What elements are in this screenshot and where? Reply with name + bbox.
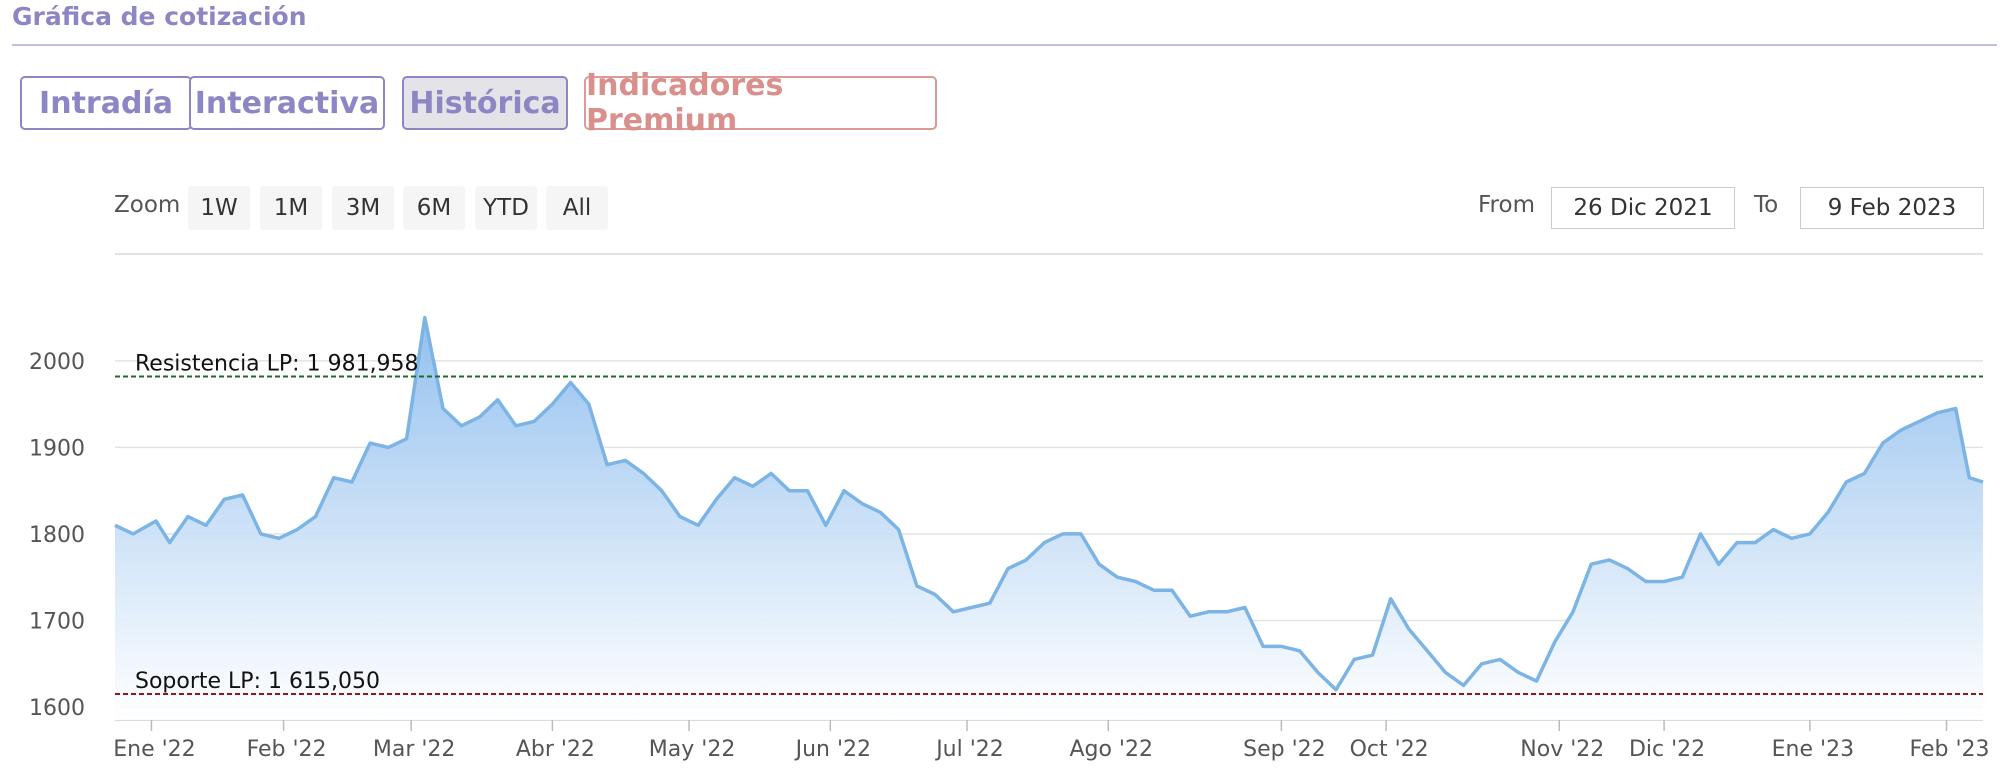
zoom-1w-button[interactable]: 1W bbox=[188, 186, 250, 230]
page-title: Gráfica de cotización bbox=[12, 2, 307, 31]
title-divider bbox=[12, 44, 1997, 46]
x-tick-label: Nov '22 bbox=[1520, 737, 1604, 762]
x-tick-label: Jun '22 bbox=[794, 737, 871, 762]
x-tick-label: Jul '22 bbox=[934, 737, 1004, 762]
x-tick-label: Feb '22 bbox=[247, 737, 327, 762]
zoom-6m-button[interactable]: 6M bbox=[403, 186, 465, 230]
x-tick-label: Ene '22 bbox=[113, 737, 195, 762]
zoom-1m-button[interactable]: 1M bbox=[260, 186, 322, 230]
x-tick-label: Abr '22 bbox=[516, 737, 595, 762]
tab-historica[interactable]: Histórica bbox=[402, 76, 568, 130]
price-area bbox=[115, 317, 1983, 720]
zoom-all-button[interactable]: All bbox=[546, 186, 608, 230]
x-tick-label: Ene '23 bbox=[1772, 737, 1854, 762]
to-label: To bbox=[1754, 192, 1779, 218]
x-tick-label: Oct '22 bbox=[1350, 737, 1429, 762]
tab-interactiva[interactable]: Interactiva bbox=[189, 76, 385, 130]
y-tick-label: 1900 bbox=[29, 436, 85, 461]
y-tick-label: 1600 bbox=[29, 696, 85, 721]
y-tick-label: 1700 bbox=[29, 609, 85, 634]
y-tick-label: 2000 bbox=[29, 350, 85, 375]
zoom-ytd-button[interactable]: YTD bbox=[475, 186, 537, 230]
x-tick-label: Sep '22 bbox=[1243, 737, 1326, 762]
from-date-input[interactable]: 26 Dic 2021 bbox=[1551, 187, 1735, 229]
resistance-label: Resistencia LP: 1 981,958 bbox=[135, 351, 419, 376]
zoom-3m-button[interactable]: 3M bbox=[332, 186, 394, 230]
support-label: Soporte LP: 1 615,050 bbox=[135, 669, 380, 694]
x-tick-label: Dic '22 bbox=[1629, 737, 1705, 762]
price-line bbox=[114, 315, 1984, 692]
from-label: From bbox=[1478, 192, 1535, 218]
x-tick-label: Feb '23 bbox=[1910, 737, 1990, 762]
x-tick-label: May '22 bbox=[649, 737, 736, 762]
x-tick-label: Ago '22 bbox=[1069, 737, 1153, 762]
x-tick-label: Mar '22 bbox=[373, 737, 456, 762]
tab-intradia[interactable]: Intradía bbox=[20, 76, 192, 130]
zoom-label: Zoom bbox=[114, 192, 181, 218]
to-date-input[interactable]: 9 Feb 2023 bbox=[1800, 187, 1984, 229]
y-tick-label: 1800 bbox=[29, 523, 85, 548]
